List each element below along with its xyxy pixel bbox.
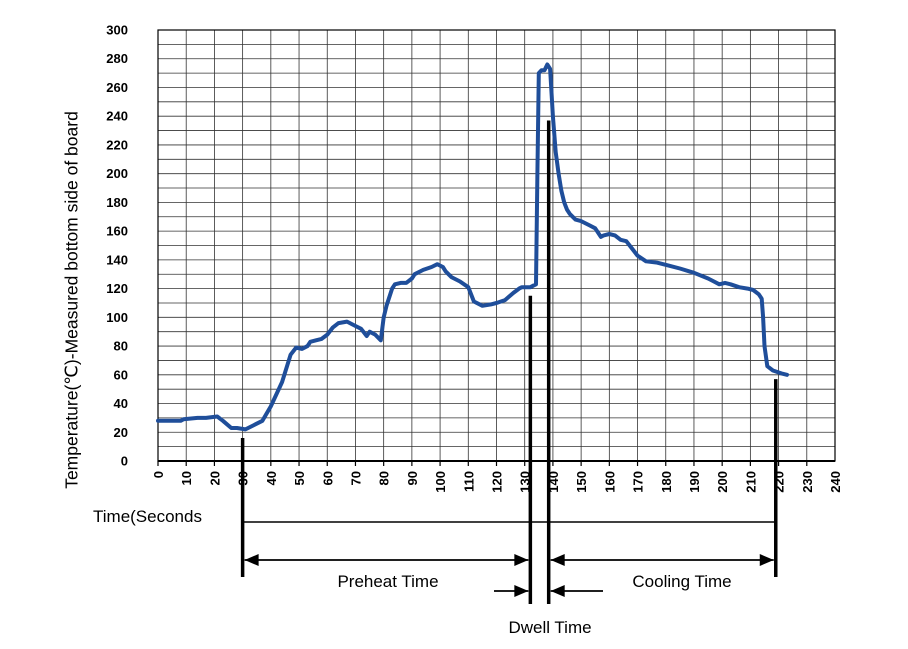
x-tick-label: 60 bbox=[320, 471, 335, 485]
dwell-arrowhead-right bbox=[550, 585, 565, 597]
x-tick-label: 210 bbox=[743, 471, 758, 493]
x-tick-label: 10 bbox=[179, 471, 194, 485]
preheat-time-label: Preheat Time bbox=[337, 572, 438, 591]
y-tick-label: 100 bbox=[106, 310, 128, 325]
x-tick-label: 170 bbox=[631, 471, 646, 493]
y-tick-labels: 0 20 40 60 80 100 120 140 160 180 200 220 240 260 280 3… bbox=[106, 23, 128, 469]
x-tick-label: 20 bbox=[207, 471, 222, 485]
dwell-arrowhead-left bbox=[514, 585, 529, 597]
annotation-arrows bbox=[242, 521, 776, 597]
x-tick-label: 150 bbox=[574, 471, 589, 493]
x-tick-label: 110 bbox=[461, 471, 476, 492]
x-tick-labels: 0102030405060708090100110120130140150160… bbox=[151, 471, 843, 493]
y-tick-label: 20 bbox=[114, 425, 128, 440]
preheat-arrowhead-left bbox=[244, 554, 259, 566]
x-tick-label: 100 bbox=[433, 471, 448, 493]
x-tick-label: 200 bbox=[715, 471, 730, 493]
ylabel-mask bbox=[82, 452, 98, 472]
x-tick-label: 220 bbox=[772, 471, 787, 493]
y-tick-label: 0 bbox=[121, 454, 128, 469]
y-axis-label: Temperature(℃)-Measured bottom side of b… bbox=[62, 111, 82, 489]
x-tick-label: 230 bbox=[800, 471, 815, 493]
cooling-time-label: Cooling Time bbox=[632, 572, 731, 591]
temperature-series-line bbox=[156, 62, 789, 432]
grid bbox=[157, 29, 835, 462]
y-tick-label: 140 bbox=[106, 252, 128, 267]
x-tick-label: 190 bbox=[687, 471, 702, 493]
y-tick-label: 180 bbox=[106, 195, 128, 210]
x-tick-label: 90 bbox=[405, 471, 420, 485]
x-tick-label: 50 bbox=[292, 471, 307, 485]
x-tick-label: 240 bbox=[828, 471, 843, 493]
x-tick-label: 120 bbox=[490, 471, 505, 493]
cooling-arrowhead-right bbox=[759, 554, 774, 566]
x-tick-label: 40 bbox=[264, 471, 279, 485]
x-axis-label: Time(Seconds bbox=[93, 507, 202, 526]
x-tick-label: 160 bbox=[602, 471, 617, 493]
axes bbox=[157, 29, 836, 466]
y-tick-label: 160 bbox=[106, 224, 128, 239]
y-tick-label: 240 bbox=[106, 109, 128, 124]
y-tick-label: 80 bbox=[114, 339, 128, 354]
x-tick-label: 70 bbox=[348, 471, 363, 485]
y-tick-label: 300 bbox=[106, 23, 128, 38]
y-tick-label: 200 bbox=[106, 166, 128, 181]
x-tick-label: 80 bbox=[377, 471, 392, 485]
y-tick-label: 40 bbox=[114, 396, 128, 411]
dwell-time-label: Dwell Time bbox=[508, 618, 591, 637]
cooling-arrowhead-left bbox=[550, 554, 565, 566]
preheat-arrowhead-right bbox=[514, 554, 529, 566]
y-tick-label: 120 bbox=[106, 281, 128, 296]
y-tick-label: 280 bbox=[106, 51, 128, 66]
x-tick-label: 180 bbox=[659, 471, 674, 493]
ylabel-mask-top bbox=[60, 100, 90, 110]
time-markers bbox=[240, 120, 778, 604]
y-tick-label: 260 bbox=[106, 80, 128, 95]
x-tick-label: 0 bbox=[151, 471, 166, 478]
y-tick-label: 60 bbox=[114, 367, 128, 382]
y-tick-label: 220 bbox=[106, 137, 128, 152]
